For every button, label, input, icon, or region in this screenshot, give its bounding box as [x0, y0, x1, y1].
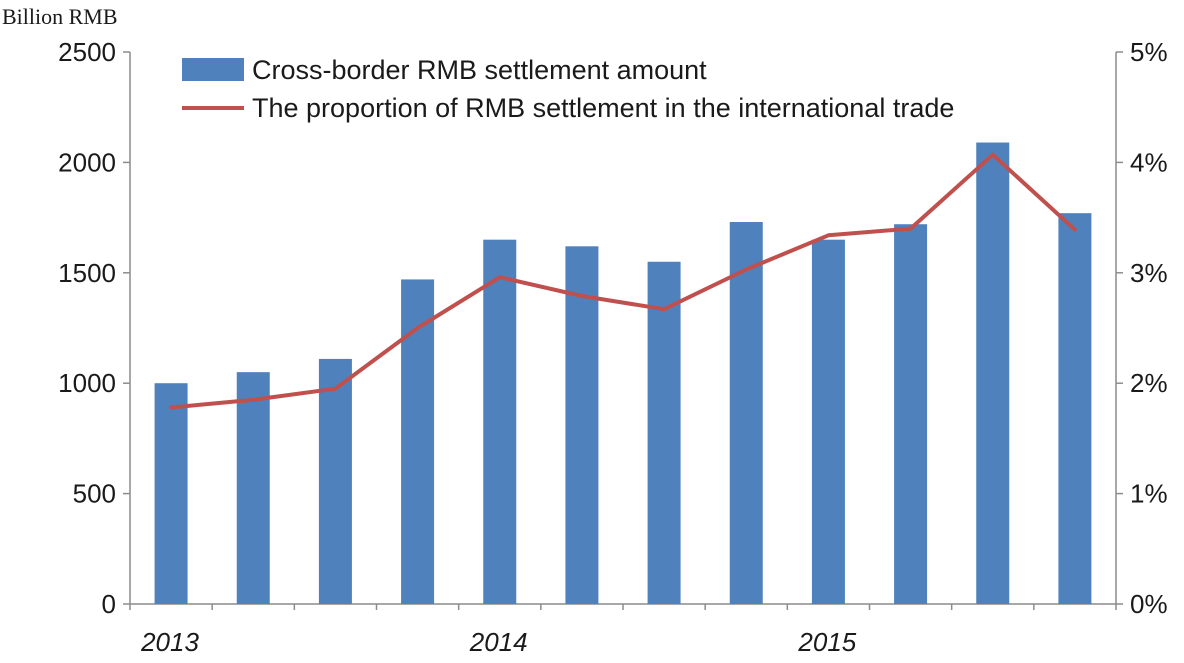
left-tick-label: 500 [73, 479, 116, 509]
bar [401, 279, 435, 604]
bar [565, 246, 599, 604]
bar [647, 261, 681, 604]
legend-label-line: The proportion of RMB settlement in the … [252, 93, 954, 123]
bar [976, 142, 1010, 604]
proportion-line [169, 152, 1077, 410]
x-axis [129, 603, 1117, 610]
bar [154, 383, 188, 604]
bar [318, 358, 352, 604]
bar [1058, 213, 1092, 604]
left-y-axis: 0 500 1000 1500 2000 2500 [58, 37, 131, 619]
left-tick-label: 1500 [58, 258, 116, 288]
right-tick-label: 2% [1130, 368, 1168, 398]
right-tick-label: 0% [1130, 589, 1168, 619]
line-series [169, 152, 1077, 410]
legend-label-bar: Cross-border RMB settlement amount [252, 55, 707, 85]
left-axis-unit-label: Billion RMB [2, 4, 118, 29]
left-tick-label: 0 [102, 589, 116, 619]
bar [811, 239, 845, 604]
x-year-labels: 2013 2014 2015 [140, 627, 857, 657]
right-tick-label: 5% [1130, 37, 1168, 67]
right-y-axis: 0% 1% 2% 3% 4% 5% [1115, 37, 1168, 619]
x-year-label: 2014 [469, 627, 528, 657]
x-year-label: 2015 [797, 627, 856, 657]
right-tick-label: 3% [1130, 258, 1168, 288]
bar [894, 224, 928, 604]
right-tick-label: 1% [1130, 479, 1168, 509]
bar [236, 372, 270, 604]
right-tick-label: 4% [1130, 147, 1168, 177]
legend-swatch-bar [182, 58, 244, 81]
left-tick-label: 1000 [58, 368, 116, 398]
left-tick-label: 2500 [58, 37, 116, 67]
bar-series [154, 142, 1092, 605]
legend: Cross-border RMB settlement amount The p… [182, 55, 954, 123]
x-year-label: 2013 [140, 627, 199, 657]
bar [729, 222, 763, 605]
bar [483, 239, 517, 604]
left-tick-label: 2000 [58, 147, 116, 177]
